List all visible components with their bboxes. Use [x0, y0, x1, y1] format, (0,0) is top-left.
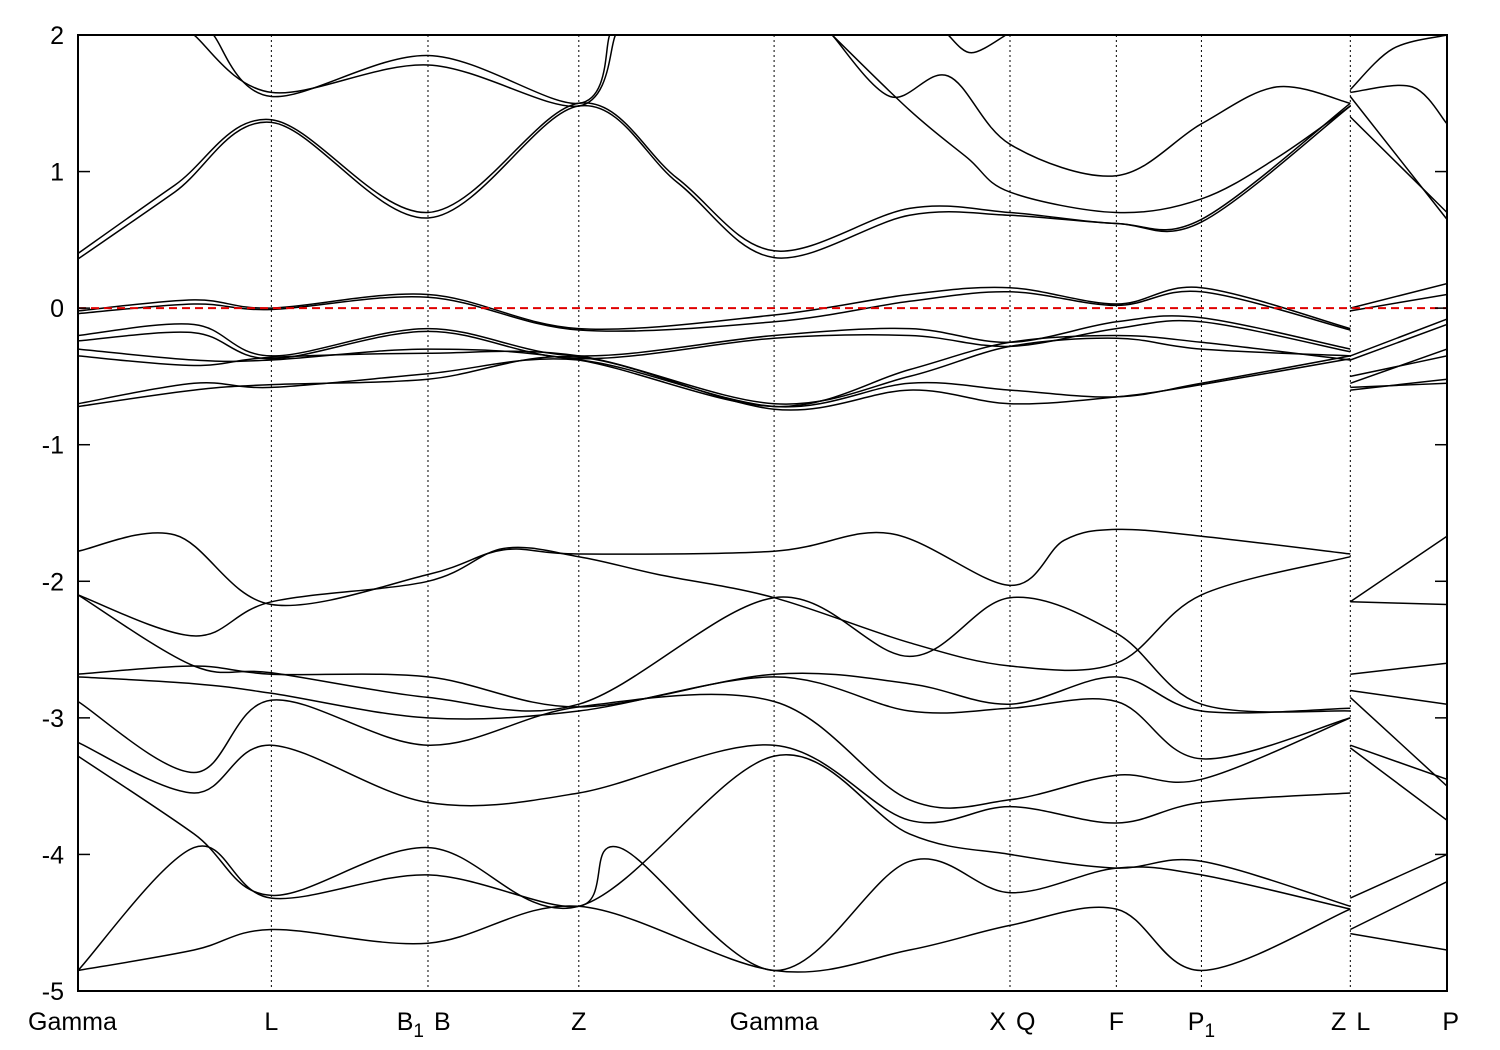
y-axis: -5 -4 -3 -2 -1 0 1 2	[42, 22, 1447, 1006]
band-line	[78, 905, 1351, 973]
band-line	[1349, 696, 1447, 787]
plot-frame	[77, 34, 1448, 992]
high-symmetry-gridlines	[270, 35, 1351, 991]
band-line	[1349, 116, 1447, 214]
band-line	[1349, 96, 1447, 220]
band-line	[1350, 689, 1447, 705]
band-line	[78, 337, 1351, 405]
band-line	[78, 594, 1351, 713]
band-line	[1350, 378, 1447, 391]
kpoint-label: L	[264, 1008, 278, 1036]
band-line	[78, 104, 1351, 260]
kpoint-label: Q	[1016, 1008, 1035, 1036]
kpoint-label: Z	[1331, 1008, 1346, 1036]
band-line	[78, 754, 1351, 910]
ytick-label: -4	[42, 841, 64, 869]
band-line	[78, 741, 1351, 824]
band-line	[78, 355, 1351, 411]
band-line	[1350, 744, 1447, 781]
band-line	[78, 546, 1351, 672]
kpoint-label: B	[434, 1008, 451, 1036]
x-axis: Gamma L B1 B Z Gamma X Q F P1 Z L P	[28, 1008, 1459, 1042]
ytick-label: -5	[42, 978, 64, 1006]
kpoint-label: Gamma	[730, 1008, 819, 1036]
band-line	[1350, 318, 1447, 357]
kpoint-label: Z	[571, 1008, 586, 1036]
band-line	[212, 35, 611, 105]
kpoint-label: B1	[397, 1008, 424, 1042]
band-lines	[78, 35, 1447, 973]
band-line	[1350, 293, 1447, 312]
kpoint-label: F	[1109, 1008, 1124, 1036]
band-line	[1349, 535, 1447, 603]
band-line	[1350, 84, 1447, 125]
ytick-label: 2	[50, 22, 64, 50]
kpoint-label: Gamma	[28, 1008, 117, 1036]
band-line	[78, 290, 1351, 332]
kpoint-subscript: 1	[1204, 1021, 1215, 1042]
kpoint-label: X	[989, 1008, 1006, 1036]
band-line	[1349, 881, 1447, 931]
ytick-label: 1	[50, 159, 64, 187]
band-line	[1350, 355, 1447, 378]
band-line	[1350, 932, 1447, 951]
band-line	[78, 315, 1351, 357]
band-line	[78, 693, 1351, 809]
band-line	[78, 334, 1351, 408]
band-line	[1349, 747, 1447, 821]
band-line	[78, 528, 1351, 607]
band-line	[78, 355, 1351, 408]
ytick-label: -1	[42, 432, 64, 460]
band-line	[1350, 282, 1447, 309]
kpoint-label: L	[1356, 1008, 1370, 1036]
kpoint-label: P	[1442, 1008, 1459, 1036]
kpoint-subscript: 1	[413, 1021, 424, 1042]
ytick-label: 0	[50, 295, 64, 323]
band-line	[78, 676, 1351, 760]
band-line	[1349, 853, 1447, 899]
band-line	[1350, 323, 1447, 361]
band-line	[1350, 662, 1447, 675]
band-line	[831, 35, 1351, 177]
band-line	[78, 665, 1351, 714]
band-line	[1350, 601, 1447, 606]
ytick-label: -2	[42, 568, 64, 596]
kpoint-label: P1	[1188, 1008, 1215, 1042]
band-line	[947, 35, 1007, 54]
band-line	[78, 845, 1351, 972]
band-line	[193, 35, 617, 108]
band-line	[831, 35, 1351, 214]
ytick-label: -3	[42, 705, 64, 733]
band-line	[1349, 35, 1447, 91]
